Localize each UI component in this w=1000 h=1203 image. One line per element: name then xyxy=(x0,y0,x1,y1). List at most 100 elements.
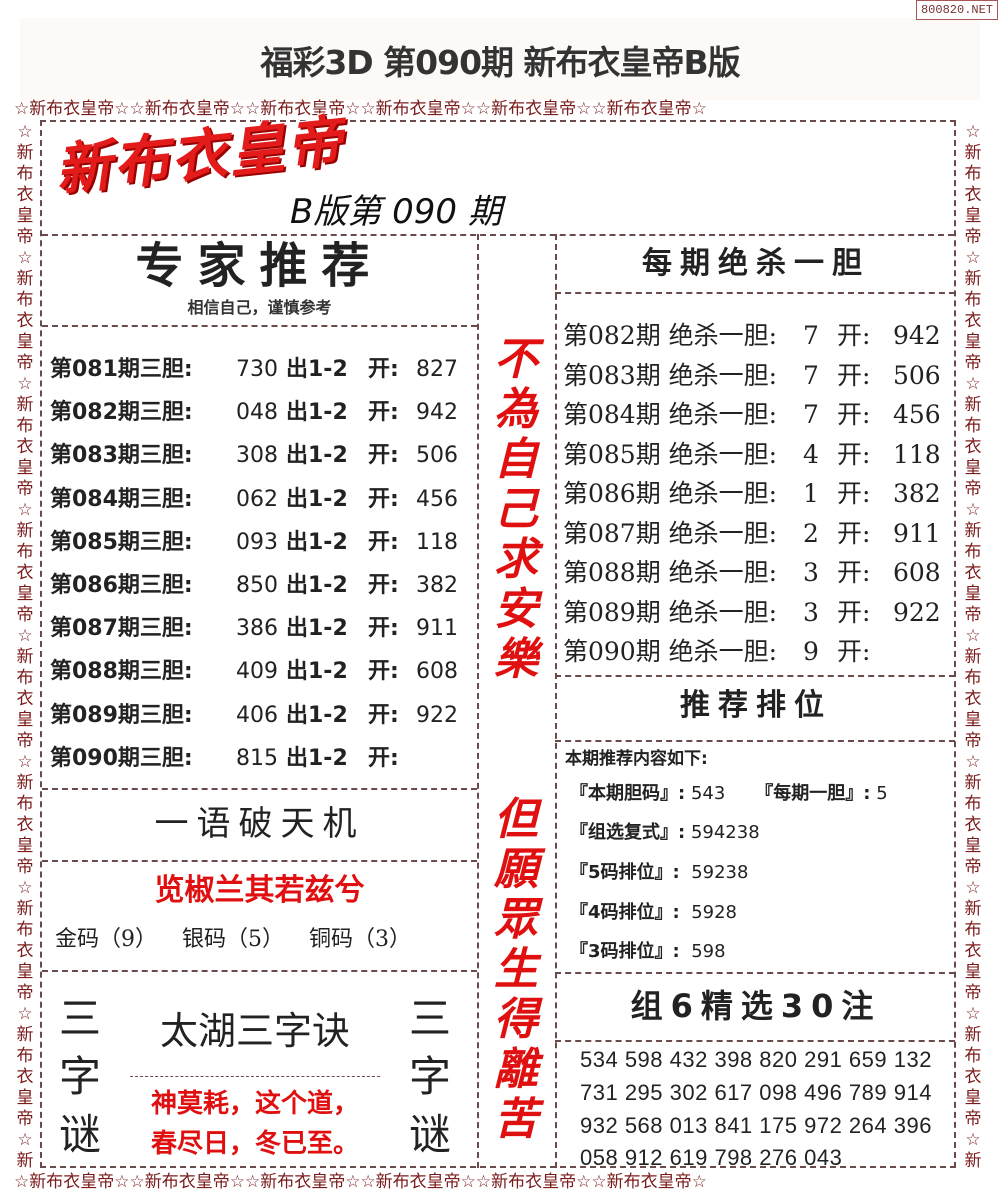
row-open: 608 xyxy=(893,558,941,587)
expert-row: 第083期三胆: 308 出1-2 开: 506 xyxy=(50,442,458,470)
row-open-label: 开: xyxy=(368,443,399,469)
divider xyxy=(477,234,479,1168)
kill-row: 第089期 绝杀一胆: 3 开: 922 xyxy=(563,597,941,629)
motto-top: 不為自己求安樂 xyxy=(494,334,538,685)
row-label: 第089期 绝杀一胆: xyxy=(563,597,778,627)
row-num: 7 xyxy=(803,360,819,390)
expert-row: 第084期三胆: 062 出1-2 开: 456 xyxy=(50,486,458,514)
row-label: 第085期 绝杀一胆: xyxy=(563,439,778,469)
page-title: 福彩3D 第090期 新布衣皇帝B版 xyxy=(260,43,740,82)
riddle-codes: 金码（9） 银码（5） 铜码（3） xyxy=(55,926,411,954)
border-bottom: ☆新布衣皇帝☆☆新布衣皇帝☆☆新布衣皇帝☆☆新布衣皇帝☆☆新布衣皇帝☆☆新布衣皇… xyxy=(14,1172,707,1192)
watermark: 800820.NET xyxy=(915,0,998,20)
row-open: 922 xyxy=(893,597,941,627)
rank-p3: 『3码排位』: 598 xyxy=(570,940,726,964)
expert-row: 第085期三胆: 093 出1-2 开: 118 xyxy=(50,529,458,557)
row-num: 9 xyxy=(803,637,819,666)
poem-line-1: 神莫耗，这个道， xyxy=(150,1089,359,1119)
row-open-label: 开: xyxy=(368,357,399,382)
expert-row: 第087期三胆: 386 出1-2 开: 911 xyxy=(50,615,458,643)
row-out: 出1-2 xyxy=(286,486,348,512)
expert-row: 第088期三胆: 409 出1-2 开: 608 xyxy=(50,658,458,686)
row-label: 第081期三胆: xyxy=(50,357,193,382)
label: 『4码排位』: xyxy=(570,902,680,923)
row-nums: 062 xyxy=(236,486,278,512)
row-num: 4 xyxy=(803,439,819,469)
row-label: 第088期 绝杀一胆: xyxy=(563,558,778,587)
row-label: 第082期 绝杀一胆: xyxy=(563,321,778,350)
label: 『组选复式』: xyxy=(570,822,686,843)
value: 59238 xyxy=(691,862,749,883)
label: 『5码排位』: xyxy=(570,862,680,883)
row-label: 第090期 绝杀一胆: xyxy=(563,637,778,666)
row-open-label: 开: xyxy=(837,518,871,548)
kill-row: 第084期 绝杀一胆: 7 开: 456 xyxy=(563,399,941,431)
row-open: 382 xyxy=(893,479,941,508)
label: 『3码排位』: xyxy=(570,941,680,962)
row-out: 出1-2 xyxy=(286,357,348,382)
row-nums: 850 xyxy=(236,573,278,598)
divider xyxy=(130,1076,380,1077)
kill-row: 第082期 绝杀一胆: 7 开: 942 xyxy=(563,320,941,352)
label: 『每期一胆』: xyxy=(755,783,871,804)
row-nums: 093 xyxy=(236,529,278,555)
row-open: 827 xyxy=(416,357,458,382)
row-num: 7 xyxy=(803,400,819,429)
border-left: ☆新布衣皇帝☆新布衣皇帝☆新布衣皇帝☆新布衣皇帝☆新布衣皇帝☆新布衣皇帝☆新布衣… xyxy=(16,122,34,1168)
divider xyxy=(555,675,955,677)
divider xyxy=(555,234,557,1168)
silver-code: 银码（5） xyxy=(182,927,284,952)
riddle-title: 一语破天机 xyxy=(154,804,365,844)
row-open-label: 开: xyxy=(837,479,871,508)
row-open: 118 xyxy=(416,529,458,555)
row-nums: 406 xyxy=(236,702,278,728)
rank-p5: 『5码排位』: 59238 xyxy=(570,861,748,885)
rank-dan: 『本期胆码』: 543 『每期一胆』: 5 xyxy=(570,782,888,806)
expert-subtitle: 相信自己，谨慎参考 xyxy=(187,298,332,317)
row-open-label: 开: xyxy=(837,439,871,469)
row-label: 第087期三胆: xyxy=(50,616,193,642)
row-open-label: 开: xyxy=(837,321,871,350)
row-out: 出1-2 xyxy=(286,400,348,426)
divider xyxy=(42,234,954,236)
row-open-label: 开: xyxy=(368,702,399,728)
poem-title: 太湖三字诀 xyxy=(159,1009,350,1053)
row-label: 第089期三胆: xyxy=(50,702,193,728)
row-nums: 048 xyxy=(236,400,278,426)
row-num: 3 xyxy=(803,597,819,627)
row-num: 1 xyxy=(803,479,819,508)
gold-code: 金码（9） xyxy=(55,927,157,952)
row-nums: 409 xyxy=(236,659,278,685)
border-right: ☆新布衣皇帝☆新布衣皇帝☆新布衣皇帝☆新布衣皇帝☆新布衣皇帝☆新布衣皇帝☆新布衣… xyxy=(964,122,982,1168)
main-frame xyxy=(40,120,956,1168)
expert-row: 第090期三胆: 815 出1-2 开: xyxy=(50,745,416,773)
row-open: 911 xyxy=(893,518,941,548)
row-open: 118 xyxy=(893,439,941,469)
group6-line: 534 598 432 398 820 291 659 132 xyxy=(580,1047,932,1072)
group6-line: 932 568 013 841 175 972 264 396 xyxy=(580,1113,932,1138)
row-out: 出1-2 xyxy=(286,573,348,598)
divider xyxy=(42,325,477,327)
issue-subtitle: B版第 090 期 xyxy=(290,192,502,232)
row-open: 382 xyxy=(416,573,458,598)
row-nums: 308 xyxy=(236,443,278,469)
row-nums: 730 xyxy=(236,357,278,382)
row-out: 出1-2 xyxy=(286,659,348,685)
value: 5 xyxy=(876,783,888,804)
row-open-label: 开: xyxy=(837,360,871,390)
expert-row: 第081期三胆: 730 出1-2 开: 827 xyxy=(50,356,458,384)
value: 5928 xyxy=(691,902,737,923)
row-num: 2 xyxy=(803,518,819,548)
divider xyxy=(42,788,477,790)
row-open-label: 开: xyxy=(837,637,871,666)
divider xyxy=(555,292,955,294)
border-top: ☆新布衣皇帝☆☆新布衣皇帝☆☆新布衣皇帝☆☆新布衣皇帝☆☆新布衣皇帝☆☆新布衣皇… xyxy=(14,99,707,119)
row-label: 第082期三胆: xyxy=(50,400,193,426)
row-label: 第086期 绝杀一胆: xyxy=(563,479,778,508)
group6-title: 组6精选30注 xyxy=(630,987,882,1025)
row-label: 第088期三胆: xyxy=(50,659,193,685)
row-label: 第090期三胆: xyxy=(50,745,193,771)
value: 594238 xyxy=(690,822,760,843)
poem-side-right: 三字谜 xyxy=(408,994,451,1159)
row-open-label: 开: xyxy=(837,558,871,587)
